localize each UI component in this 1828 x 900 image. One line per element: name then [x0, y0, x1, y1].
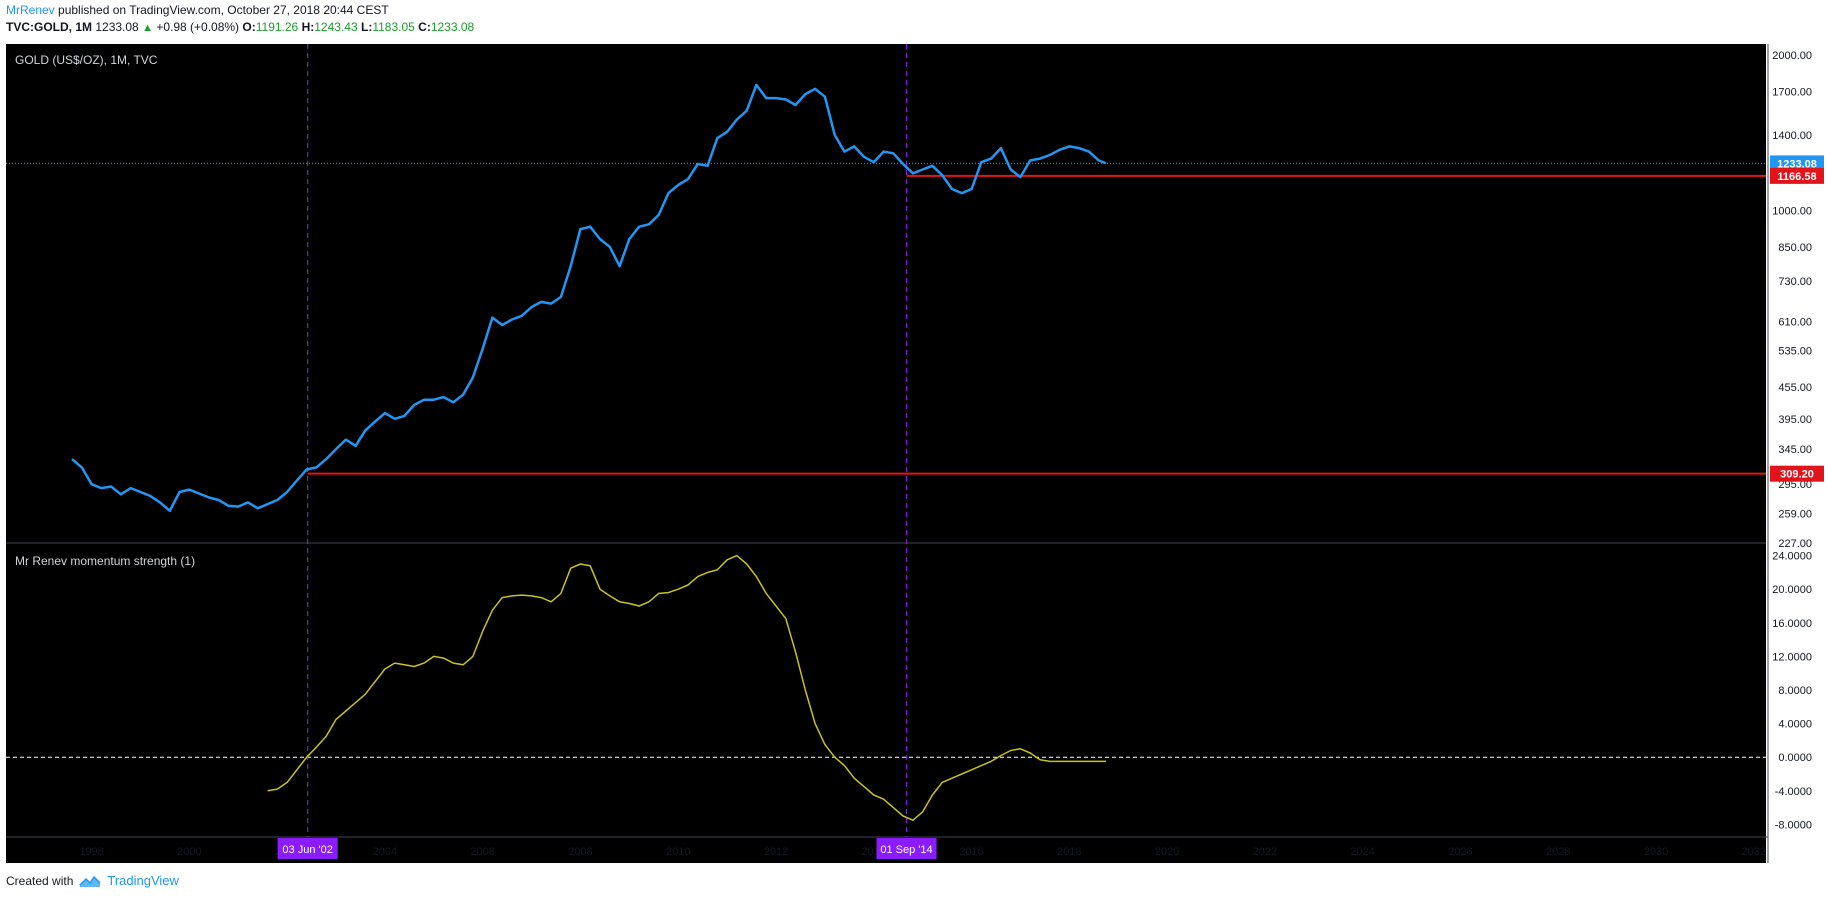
- momentum-axis-tick: 8.0000: [1778, 685, 1812, 697]
- momentum-axis-tick: -4.0000: [1775, 786, 1812, 798]
- time-axis-tick: 2006: [470, 846, 494, 858]
- open-value: 1191.26: [255, 20, 299, 34]
- price-axis-tick: 535.00: [1778, 346, 1812, 358]
- momentum-axis-tick: 12.0000: [1772, 651, 1812, 663]
- symbol-name: TVC:GOLD, 1M: [6, 20, 92, 34]
- price-axis-tick: 610.00: [1778, 316, 1812, 328]
- open-label: O:: [242, 20, 256, 34]
- time-axis-tick: 2008: [568, 846, 592, 858]
- momentum-axis-tick: 16.0000: [1772, 618, 1812, 630]
- price-axis-tick: 395.00: [1778, 414, 1812, 426]
- time-axis-tick: 2012: [764, 846, 788, 858]
- momentum-axis-tick: -8.0000: [1775, 819, 1812, 831]
- date-marker-label-bg: [277, 838, 338, 859]
- close-value: 1233.08: [430, 20, 475, 34]
- price-axis-tick: 730.00: [1778, 276, 1812, 288]
- author-link[interactable]: MrRenev: [6, 3, 55, 17]
- price-axis-tick: 227.00: [1778, 538, 1812, 550]
- support-high-badge-bg: [1770, 167, 1824, 184]
- time-axis-tick: 2022: [1253, 846, 1277, 858]
- momentum-axis-tick: 20.0000: [1772, 584, 1812, 596]
- last-price: 1233.08: [95, 20, 139, 34]
- price-axis-tick: 1700.00: [1772, 86, 1812, 98]
- low-value: 1183.05: [372, 20, 415, 34]
- price-axis-tick: 455.00: [1778, 382, 1812, 394]
- time-axis-tick: 2018: [1057, 846, 1081, 858]
- time-axis-tick: 2030: [1644, 846, 1668, 858]
- time-axis-tick: 2024: [1350, 846, 1374, 858]
- last-price-badge: 1233.08: [1777, 158, 1817, 170]
- footer: Created with TradingView: [6, 873, 179, 888]
- support-high-badge: 1166.58: [1777, 171, 1816, 183]
- time-axis-tick: 2004: [373, 846, 397, 858]
- time-axis-tick: 2032: [1742, 846, 1766, 858]
- time-axis-tick: 2020: [1155, 846, 1179, 858]
- up-arrow-icon: ▲: [142, 22, 153, 34]
- date-marker-label-bg: [876, 838, 937, 859]
- momentum-axis-tick: 0.0000: [1778, 752, 1812, 764]
- published-text: published on TradingView.com, October 27…: [58, 3, 389, 17]
- price-change: +0.98 (+0.08%): [156, 20, 240, 34]
- low-label: L:: [360, 20, 373, 34]
- price-axis-tick: 295.00: [1778, 479, 1812, 491]
- support-low-badge: 309.20: [1780, 469, 1814, 481]
- time-axis-tick: 2016: [959, 846, 983, 858]
- price-axis-tick: 259.00: [1778, 508, 1812, 520]
- price-axis-tick: 1000.00: [1772, 205, 1812, 217]
- time-axis-tick: 2026: [1448, 846, 1472, 858]
- time-axis-tick: 1998: [79, 846, 103, 858]
- close-label: C:: [418, 20, 431, 34]
- chart-background: [6, 44, 1766, 863]
- last-price-badge-bg: [1770, 155, 1824, 172]
- main-pane-title: GOLD (US$/OZ), 1M, TVC: [15, 53, 158, 67]
- support-low-badge-bg: [1770, 465, 1824, 482]
- tradingview-brand-link[interactable]: TradingView: [107, 873, 179, 888]
- price-axis-tick: 850.00: [1778, 242, 1812, 254]
- date-marker-label: 01 Sep '14: [880, 844, 932, 856]
- price-axis-tick: 2000.00: [1772, 50, 1812, 62]
- gold-price-series: [71, 83, 1107, 513]
- publish-header: MrRenev published on TradingView.com, Oc…: [6, 3, 389, 17]
- price-axis-tick: 1400.00: [1772, 130, 1812, 142]
- indicator-pane-title: Mr Renev momentum strength (1): [15, 554, 195, 568]
- price-axis-tick: 345.00: [1778, 444, 1812, 456]
- high-label: H:: [301, 20, 315, 34]
- high-value: 1243.43: [314, 20, 358, 34]
- time-axis-tick: 2028: [1546, 846, 1570, 858]
- time-axis-tick: 2010: [666, 846, 690, 858]
- tradingview-logo-icon: [79, 875, 101, 887]
- time-axis-tick: 2000: [177, 846, 201, 858]
- symbol-info-bar: TVC:GOLD, 1M 1233.08 ▲ +0.98 (+0.08%) O:…: [6, 20, 474, 34]
- momentum-axis-tick: 24.0000: [1772, 551, 1812, 563]
- momentum-series: [267, 554, 1106, 821]
- created-with-text: Created with: [6, 873, 74, 888]
- momentum-axis-tick: 4.0000: [1778, 719, 1812, 731]
- date-marker-label: 03 Jun '02: [282, 844, 332, 856]
